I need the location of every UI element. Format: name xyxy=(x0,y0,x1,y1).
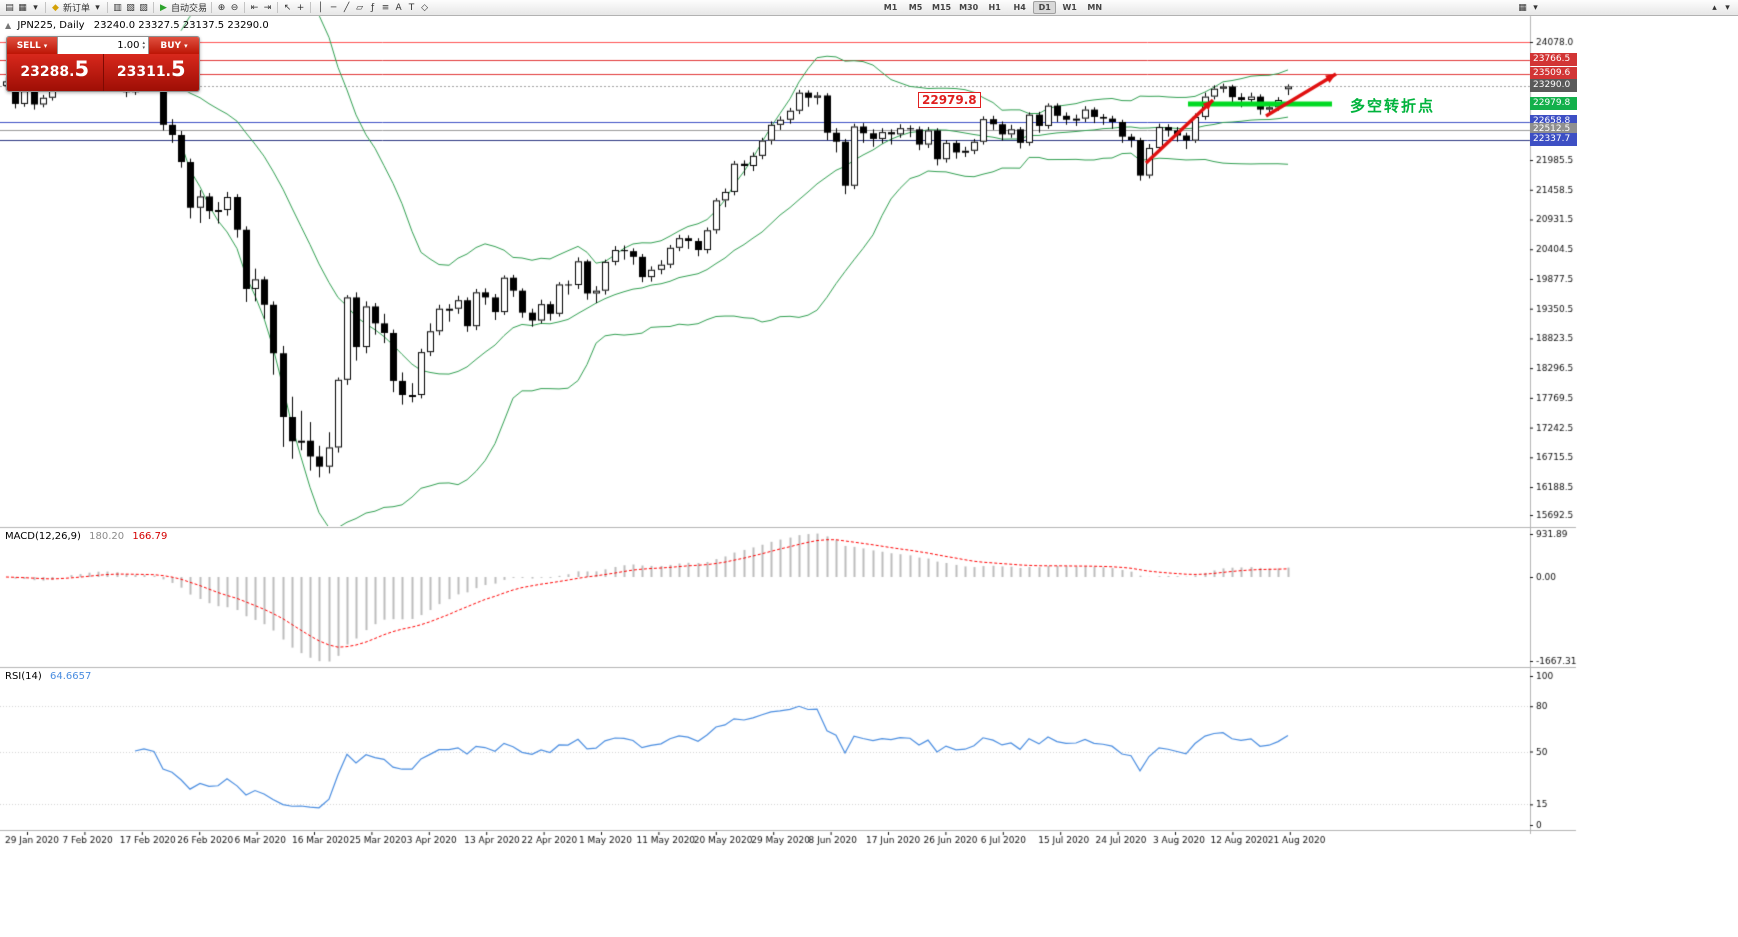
symbol-ohlc-values: 23240.0 23327.5 23137.5 23290.0 xyxy=(93,20,269,31)
buy-price-int: 23311. xyxy=(116,64,171,80)
timeframe-w1[interactable]: W1 xyxy=(1062,3,1077,12)
horizontal-line-icon[interactable]: ─ xyxy=(330,2,337,13)
profiles-caret-icon[interactable]: ▾ xyxy=(33,2,38,13)
toolbar-separator xyxy=(45,2,46,13)
arrows-tool-icon[interactable]: ◇ xyxy=(421,2,428,13)
toolbar-separator xyxy=(244,2,246,13)
window-caret-icon[interactable]: ▾ xyxy=(1533,3,1538,13)
sell-price-pip: 5 xyxy=(74,57,90,81)
text-icon[interactable]: A xyxy=(395,2,402,13)
indicators-icon[interactable]: ≡ xyxy=(381,2,390,13)
toolbar-separator xyxy=(153,2,155,13)
volume-value: 1.00 xyxy=(117,40,140,51)
autotrading-icon[interactable]: ▶ xyxy=(160,2,167,13)
chart-shift-icon[interactable]: ⇤ xyxy=(250,2,259,13)
channel-icon[interactable]: ▱ xyxy=(356,2,363,13)
zoom-in-icon[interactable]: ⊕ xyxy=(217,2,226,13)
chart-window-icon: ▲ xyxy=(5,21,12,30)
timeframe-mn[interactable]: MN xyxy=(1087,3,1103,12)
new-order-caret-icon[interactable]: ▾ xyxy=(95,2,100,13)
pivot-price-annotation[interactable]: 22979.8 xyxy=(918,92,981,108)
toolbar-separator xyxy=(277,2,279,13)
macd-signal-value: 166.79 xyxy=(132,531,168,542)
timeframe-m1[interactable]: M1 xyxy=(883,3,898,12)
toolbar-right-group: ▴ ▾ xyxy=(1708,1,1734,15)
terminal-icon[interactable]: ▨ xyxy=(139,2,148,13)
timeframe-d1[interactable]: D1 xyxy=(1033,1,1057,14)
trade-widget-top-row: SELL ▾ 1.00 ▴ ▾ BUY ▾ xyxy=(7,37,199,54)
turning-point-annotation[interactable]: 多空转折点 xyxy=(1350,97,1436,115)
text-label-icon[interactable]: T xyxy=(408,2,415,13)
trendline-icon[interactable]: ╱ xyxy=(343,2,350,13)
toolbar-left-group: ▤ ▦ ▾ ◆ 新订单 ▾ ▥ ▧ ▨ ▶ 自动交易 ⊕ ⊖ ⇤ ⇥ ↖ + │ ─ ╱ ▱ ƒ ≡ A T ◇ xyxy=(3,1,431,15)
trade-widget-prices-row: 23288. 5 23311. 5 xyxy=(7,54,199,91)
toolbar: ▤ ▦ ▾ ◆ 新订单 ▾ ▥ ▧ ▨ ▶ 自动交易 ⊕ ⊖ ⇤ ⇥ ↖ + │ ─ ╱ ▱ ƒ ≡ A T ◇ M1 M5 M15 M… xyxy=(0,0,1738,16)
price-tag-23290.0: 23290.0 xyxy=(1530,79,1577,93)
profiles-icon[interactable]: ▦ xyxy=(18,2,27,13)
price-tag-22979.8: 22979.8 xyxy=(1530,96,1577,110)
new-chart-icon[interactable]: ▤ xyxy=(5,2,14,13)
new-order-icon[interactable]: ◆ xyxy=(52,2,59,13)
buy-button[interactable]: BUY ▾ xyxy=(149,37,199,54)
price-tag-22337.7: 22337.7 xyxy=(1530,133,1577,147)
timeframe-h4[interactable]: H4 xyxy=(1013,3,1026,12)
rsi-value: 64.6657 xyxy=(49,671,92,682)
one-click-trading-widget: SELL ▾ 1.00 ▴ ▾ BUY ▾ 23288. 5 23311. 5 xyxy=(6,36,200,92)
sell-price-int: 23288. xyxy=(20,64,75,80)
new-order-label[interactable]: 新订单 xyxy=(63,4,91,14)
macd-value: 180.20 xyxy=(89,531,125,542)
timeframe-m30[interactable]: M30 xyxy=(959,3,979,12)
chart-symbol-line: ▲ JPN225, Daily 23240.0 23327.5 23137.5 … xyxy=(5,20,269,31)
zoom-out-icon[interactable]: ⊖ xyxy=(230,2,239,13)
market-watch-icon[interactable]: ▥ xyxy=(113,2,122,13)
sell-price-button[interactable]: 23288. 5 xyxy=(7,54,104,91)
toolbar-separator xyxy=(310,2,312,13)
price-tag-23766.5: 23766.5 xyxy=(1530,52,1577,66)
crosshair-icon[interactable]: + xyxy=(296,2,305,13)
price-tag-23509.6: 23509.6 xyxy=(1530,67,1577,81)
buy-price-pip: 5 xyxy=(170,57,186,81)
toolbar-separator xyxy=(107,2,109,13)
buy-button-label: BUY xyxy=(160,40,182,51)
sell-button-label: SELL xyxy=(16,40,41,51)
timeframe-m15[interactable]: M15 xyxy=(932,3,952,12)
scroll-up-icon[interactable]: ▴ xyxy=(1712,3,1717,13)
timeframe-toolbar: M1 M5 M15 M30 H1 H4 D1 W1 MN xyxy=(878,1,1107,14)
timeframe-h1[interactable]: H1 xyxy=(988,3,1001,12)
autotrading-label[interactable]: 自动交易 xyxy=(171,4,208,14)
macd-name: MACD(12,26,9) xyxy=(5,531,81,542)
buy-price-button[interactable]: 23311. 5 xyxy=(103,54,199,91)
sell-caret-icon: ▾ xyxy=(43,41,48,50)
volume-stepper[interactable]: ▴ ▾ xyxy=(142,39,145,51)
macd-indicator-label: MACD(12,26,9) 180.20 166.79 xyxy=(5,531,167,542)
timeframe-m5[interactable]: M5 xyxy=(908,3,923,12)
window-tile-icon[interactable]: ▦ xyxy=(1518,3,1527,13)
sell-button[interactable]: SELL ▾ xyxy=(7,37,57,54)
buy-caret-icon: ▾ xyxy=(184,41,188,50)
volume-field[interactable]: 1.00 ▴ ▾ xyxy=(57,37,149,54)
scroll-down-icon[interactable]: ▾ xyxy=(1725,3,1730,13)
vertical-line-icon[interactable]: │ xyxy=(317,2,324,13)
toolbar-separator xyxy=(211,2,213,13)
auto-scroll-icon[interactable]: ⇥ xyxy=(263,2,272,13)
navigator-icon[interactable]: ▧ xyxy=(126,2,135,13)
cursor-icon[interactable]: ↖ xyxy=(283,2,292,13)
fibonacci-icon[interactable]: ƒ xyxy=(370,2,375,13)
rsi-name: RSI(14) xyxy=(5,671,42,682)
price-tag-22512.5: 22512.5 xyxy=(1530,123,1577,137)
symbol-title: JPN225, Daily xyxy=(17,20,85,31)
toolbar-mid-group: ▦ ▾ xyxy=(1516,1,1542,15)
rsi-indicator-label: RSI(14) 64.6657 xyxy=(5,671,91,682)
